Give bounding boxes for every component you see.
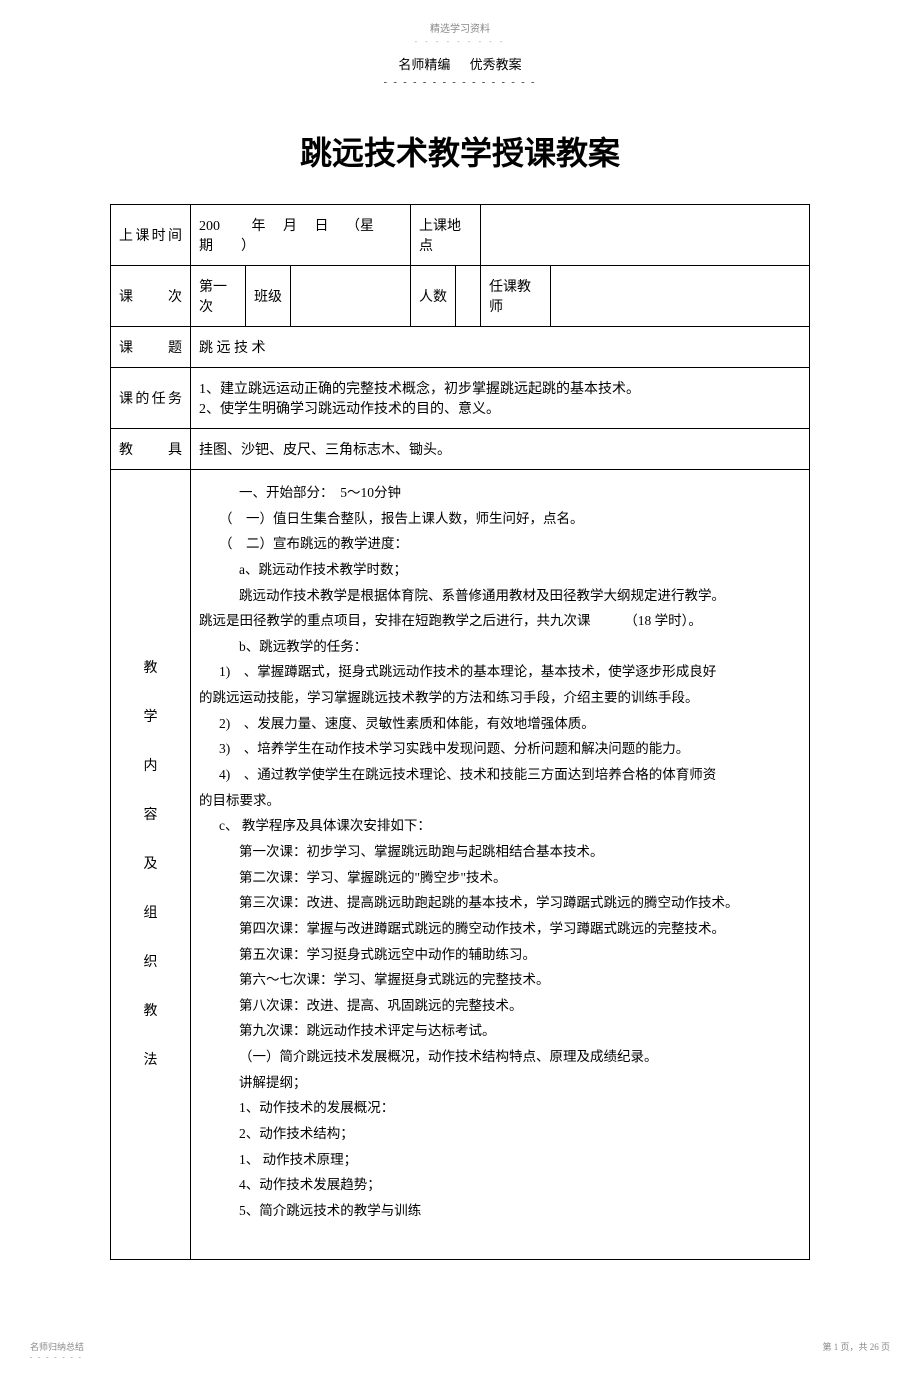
cp17: 第三次课：改进、提高跳远助跑起跳的基本技术，学习蹲踞式跳远的腾空动作技术。 <box>199 890 801 916</box>
cp13: 的目标要求。 <box>199 788 801 814</box>
cp4: a、跳远动作技术教学时数； <box>199 557 801 583</box>
year-label: 年 <box>252 219 266 234</box>
cp20: 第六～七次课：学习、掌握挺身式跳远的完整技术。 <box>199 967 801 993</box>
header-dots: - - - - - - - - - <box>0 37 920 46</box>
cp23: （一）简介跳远技术发展概况，动作技术结构特点、原理及成绩纪录。 <box>199 1044 801 1070</box>
label-content-method: 教 学 内 容 及 组 织 教 法 <box>111 470 191 1260</box>
lc-6: 织 <box>119 938 182 987</box>
main-title: 跳远技术教学授课教案 <box>0 128 920 174</box>
cp6: 跳远是田径教学的重点项目，安排在短跑教学之后进行，共九次课 （18 学时）。 <box>199 608 801 634</box>
label-count: 人数 <box>411 266 456 327</box>
day-label: 日 <box>315 219 329 234</box>
cp29: 5、简介跳远技术的教学与训练 <box>199 1198 801 1224</box>
lc-2: 内 <box>119 742 182 791</box>
cp5: 跳远动作技术教学是根据体育院、系普修通用教材及田径教学大纲规定进行教学。 <box>199 583 801 609</box>
row-session: 课 次 第一次 班级 人数 任课教师 <box>111 266 810 327</box>
header-subtitle: 名师精编 优秀教案 <box>0 54 920 73</box>
footer-left-dots: - - - - - - - <box>30 1353 84 1361</box>
cp2: （ 一）值日生集合整队，报告上课人数，师生问好，点名。 <box>199 506 801 532</box>
month-label: 月 <box>283 219 297 234</box>
cell-task-value: 1、建立跳远运动正确的完整技术概念，初步掌握跳远起跳的基本技术。 2、使学生明确… <box>191 368 810 429</box>
row-tools: 教 具 挂图、沙钯、皮尺、三角标志木、锄头。 <box>111 429 810 470</box>
year-prefix: 200 <box>199 219 220 234</box>
row-topic: 课 题 跳 远 技 术 <box>111 327 810 368</box>
cp1: 一、开始部分： 5～10分钟 <box>199 480 801 506</box>
cell-content-body: 一、开始部分： 5～10分钟 （ 一）值日生集合整队，报告上课人数，师生问好，点… <box>191 470 810 1260</box>
label-session: 课 次 <box>111 266 191 327</box>
lc-1: 学 <box>119 693 182 742</box>
cp7: b、跳远教学的任务： <box>199 634 801 660</box>
lc-4: 及 <box>119 840 182 889</box>
row-task: 课的任务 1、建立跳远运动正确的完整技术概念，初步掌握跳远起跳的基本技术。 2、… <box>111 368 810 429</box>
header-sub-left: 名师精编 <box>398 54 450 73</box>
cell-place-value <box>481 205 810 266</box>
row-content: 教 学 内 容 及 组 织 教 法 一、开始部分： 5～10分钟 （ 一）值日生… <box>111 470 810 1260</box>
cell-topic-value: 跳 远 技 术 <box>191 327 810 368</box>
cp24: 讲解提纲； <box>199 1070 801 1096</box>
cp22: 第九次课：跳远动作技术评定与达标考试。 <box>199 1018 801 1044</box>
lc-0: 教 <box>119 644 182 693</box>
label-class-place: 上课地点 <box>411 205 481 266</box>
header-dashes: - - - - - - - - - - - - - - - - <box>0 77 920 88</box>
cp27: 1、 动作技术原理； <box>199 1147 801 1173</box>
cp8: 1) 、掌握蹲踞式，挺身式跳远动作技术的基本理论，基本技术，使学逐步形成良好 <box>199 659 801 685</box>
cell-class-value <box>291 266 411 327</box>
cp25: 1、动作技术的发展概况： <box>199 1095 801 1121</box>
cp14: c、 教学程序及具体课次安排如下： <box>199 813 801 839</box>
cell-tools-value: 挂图、沙钯、皮尺、三角标志木、锄头。 <box>191 429 810 470</box>
lc-8: 法 <box>119 1036 182 1085</box>
cp11: 3) 、培养学生在动作技术学习实践中发现问题、分析问题和解决问题的能力。 <box>199 736 801 762</box>
cp26: 2、动作技术结构； <box>199 1121 801 1147</box>
cp19: 第五次课：学习挺身式跳远空中动作的辅助练习。 <box>199 942 801 968</box>
label-topic: 课 题 <box>111 327 191 368</box>
task-line-2: 2、使学生明确学习跳远动作技术的目的、意义。 <box>199 398 801 418</box>
lc-5: 组 <box>119 889 182 938</box>
cp18: 第四次课：掌握与改进蹲踞式跳远的腾空动作技术，学习蹲踞式跳远的完整技术。 <box>199 916 801 942</box>
lc-7: 教 <box>119 987 182 1036</box>
label-teacher: 任课教师 <box>481 266 551 327</box>
label-tools: 教 具 <box>111 429 191 470</box>
cell-date: 200 年 月 日 （星期 ） <box>191 205 411 266</box>
label-task: 课的任务 <box>111 368 191 429</box>
footer-left-text: 名师归纳总结 <box>30 1340 84 1353</box>
header-small-text: 精选学习资料 <box>0 20 920 35</box>
footer-right: 第 1 页，共 26 页 <box>822 1340 890 1361</box>
cp21: 第八次课：改进、提高、巩固跳远的完整技术。 <box>199 993 801 1019</box>
label-class: 班级 <box>246 266 291 327</box>
header-sub-right: 优秀教案 <box>470 54 522 73</box>
cp12: 4) 、通过教学使学生在跳远技术理论、技术和技能三方面达到培养合格的体育师资 <box>199 762 801 788</box>
cell-count-value <box>456 266 481 327</box>
cp9: 的跳远运动技能，学习掌握跳远技术教学的方法和练习手段，介绍主要的训练手段。 <box>199 685 801 711</box>
row-time: 上课时间 200 年 月 日 （星期 ） 上课地点 <box>111 205 810 266</box>
lc-3: 容 <box>119 791 182 840</box>
cp3: （ 二）宣布跳远的教学进度： <box>199 531 801 557</box>
cp28: 4、动作技术发展趋势； <box>199 1172 801 1198</box>
label-class-time: 上课时间 <box>111 205 191 266</box>
cell-session-value: 第一次 <box>191 266 246 327</box>
cell-teacher-value <box>551 266 810 327</box>
footer-left: 名师归纳总结 - - - - - - - <box>30 1340 84 1361</box>
cp10: 2) 、发展力量、速度、灵敏性素质和体能，有效地增强体质。 <box>199 711 801 737</box>
page-footer: 名师归纳总结 - - - - - - - 第 1 页，共 26 页 <box>0 1340 920 1361</box>
cp16: 第二次课：学习、掌握跳远的"腾空步"技术。 <box>199 865 801 891</box>
task-line-1: 1、建立跳远运动正确的完整技术概念，初步掌握跳远起跳的基本技术。 <box>199 378 801 398</box>
cp15: 第一次课：初步学习、掌握跳远助跑与起跳相结合基本技术。 <box>199 839 801 865</box>
lesson-plan-table: 上课时间 200 年 月 日 （星期 ） 上课地点 课 次 第一次 班级 人数 … <box>110 204 810 1260</box>
